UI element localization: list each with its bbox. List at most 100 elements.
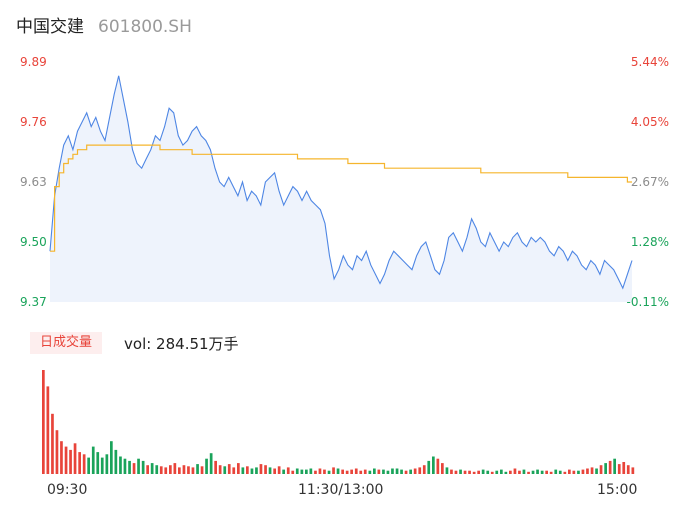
volume-bar: [500, 469, 503, 474]
x-tick-label: 15:00: [597, 482, 638, 498]
volume-bar: [305, 469, 308, 474]
volume-bar: [418, 467, 422, 474]
volume-bar: [436, 458, 440, 474]
volume-bar: [87, 457, 90, 474]
volume-bar: [182, 465, 186, 474]
volume-bar: [386, 470, 390, 474]
volume-bar: [577, 470, 580, 474]
y-tick-label-right: -0.11%: [626, 295, 669, 309]
volume-bar: [413, 468, 417, 474]
volume-bar: [459, 469, 462, 474]
volume-bar: [137, 458, 140, 474]
volume-bar: [55, 430, 59, 474]
volume-bar: [336, 468, 340, 474]
volume-bar: [273, 468, 276, 474]
volume-bar: [522, 469, 526, 474]
volume-bar: [509, 470, 512, 474]
volume-bar: [268, 467, 272, 474]
volume-bar: [536, 469, 539, 474]
volume-bar: [513, 468, 517, 474]
price-line: [49, 75, 633, 290]
volume-bar: [463, 470, 467, 474]
volume-bar: [518, 470, 521, 474]
volume-bar: [486, 470, 490, 474]
volume-bar: [481, 469, 485, 474]
volume-bar: [42, 370, 45, 474]
volume-bar: [613, 458, 616, 474]
volume-bar: [345, 470, 349, 474]
volume-bar: [60, 441, 63, 474]
volume-bar: [359, 470, 363, 474]
volume-bar: [96, 452, 100, 474]
volume-bar: [200, 466, 204, 474]
volume-bar: [69, 449, 72, 474]
volume-bar: [568, 469, 571, 474]
volume-bar: [368, 470, 372, 474]
volume-bar: [477, 470, 480, 474]
volume-bar: [132, 463, 136, 474]
volume-bar: [128, 460, 131, 474]
volume-bar: [531, 470, 535, 474]
volume-bar: [91, 446, 95, 474]
volume-bar: [572, 470, 576, 474]
volume-bar: [64, 446, 68, 474]
volume-bar: [82, 454, 86, 474]
volume-bar: [441, 463, 444, 474]
y-tick-label-left: 9.89: [20, 55, 47, 69]
volume-bar: [159, 466, 163, 474]
volume-bar: [432, 456, 435, 474]
volume-bar: [617, 464, 621, 474]
volume-bar: [595, 468, 598, 474]
volume-bar: [259, 464, 263, 474]
volume-badge[interactable]: 日成交量: [30, 332, 103, 354]
volume-bar: [223, 466, 227, 474]
volume-bar: [490, 471, 494, 474]
volume-bar: [241, 467, 245, 474]
volume-bar: [382, 469, 385, 474]
volume-bar: [540, 470, 544, 474]
volume-bar: [554, 469, 558, 474]
volume-bar: [323, 469, 326, 474]
volume-bar: [291, 470, 295, 474]
volume-bar: [178, 467, 181, 474]
volume-bar: [78, 452, 81, 474]
volume-bar: [581, 469, 585, 474]
volume-bar: [404, 470, 408, 474]
volume-bar: [586, 468, 589, 474]
volume-bar: [341, 469, 344, 474]
volume-bar: [286, 467, 290, 474]
volume-bar: [232, 467, 236, 474]
volume-bar: [114, 449, 118, 474]
volume-bar: [563, 471, 567, 474]
volume-bar: [141, 460, 145, 474]
volume-bar: [164, 467, 168, 474]
volume-total: vol: 284.51万手: [124, 334, 239, 353]
volume-bar: [527, 471, 530, 474]
volume-bar: [218, 465, 222, 474]
price-area: [50, 75, 632, 302]
volume-bar: [187, 466, 190, 474]
volume-bar: [332, 467, 335, 474]
y-tick-label-right: 5.44%: [630, 55, 669, 69]
volume-bar: [100, 457, 104, 474]
volume-bar: [373, 468, 376, 474]
volume-bar: [350, 469, 353, 474]
volume-bar: [250, 468, 254, 474]
volume-bar: [327, 470, 331, 474]
x-tick-label: 11:30/13:00: [298, 482, 384, 498]
volume-bar: [51, 413, 54, 474]
volume-bar: [264, 465, 267, 474]
volume-bar: [468, 470, 471, 474]
average-price-line: [50, 144, 632, 252]
volume-bar: [300, 469, 304, 474]
y-tick-label-right: 4.05%: [630, 115, 669, 129]
stock-code: 601800.SH: [98, 17, 192, 37]
volume-bar: [395, 468, 399, 474]
volume-bar: [277, 466, 281, 474]
volume-bar: [146, 465, 149, 474]
volume-bar: [391, 468, 394, 474]
volume-bar: [110, 441, 113, 474]
volume-bar: [173, 463, 177, 474]
stock-header: 中国交建 601800.SH: [16, 12, 192, 40]
